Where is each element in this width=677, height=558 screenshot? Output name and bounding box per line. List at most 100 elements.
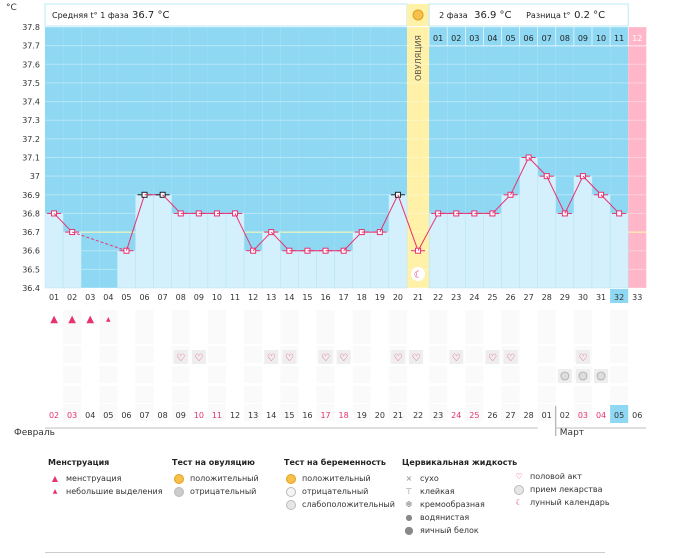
symbol-cell bbox=[316, 404, 335, 421]
symbol-cell bbox=[280, 386, 299, 403]
date-label: 05 bbox=[614, 411, 624, 420]
heart-cell bbox=[173, 350, 188, 364]
date-label: 13 bbox=[248, 411, 258, 420]
temp-line-segment bbox=[252, 231, 272, 252]
phase2-box bbox=[428, 3, 629, 27]
temp-bar bbox=[446, 213, 466, 289]
day-column-bg bbox=[117, 27, 136, 288]
phase2-day-label: 02 bbox=[451, 34, 461, 43]
temp-line-segment bbox=[510, 157, 530, 196]
temp-line-segment bbox=[234, 213, 254, 251]
heart-cell bbox=[449, 350, 464, 364]
symbol-cell bbox=[153, 404, 172, 421]
symbol-cell bbox=[483, 310, 502, 327]
date-label: 28 bbox=[524, 411, 534, 420]
symbol-cell bbox=[99, 404, 118, 421]
symbol-cell bbox=[334, 386, 353, 403]
temp-bar bbox=[537, 175, 557, 289]
temp-bar bbox=[135, 194, 154, 289]
symbol-cell bbox=[298, 310, 317, 327]
temp-line-segment bbox=[162, 194, 182, 214]
temp-bar bbox=[352, 231, 372, 289]
symbol-cell bbox=[45, 310, 64, 327]
x-tick-label: 17 bbox=[339, 293, 349, 302]
symbol-cell bbox=[117, 346, 136, 363]
date-label: 17 bbox=[320, 411, 330, 420]
symbol-cell bbox=[226, 366, 245, 383]
date-label: 27 bbox=[505, 411, 515, 420]
date-label: 10 bbox=[194, 411, 204, 420]
symbol-cell bbox=[189, 310, 208, 327]
symbol-cell bbox=[99, 310, 118, 327]
temp-bar bbox=[280, 250, 299, 289]
symbol-cell bbox=[171, 366, 190, 383]
y-tick-label: 37.5 bbox=[22, 79, 40, 88]
symbol-cell bbox=[298, 404, 317, 421]
symbol-cell bbox=[63, 386, 82, 403]
moon-icon: ☾ bbox=[515, 498, 523, 507]
date-label: 04 bbox=[596, 411, 606, 420]
symbol-cell bbox=[537, 346, 556, 363]
symbol-cell bbox=[153, 327, 172, 344]
divider bbox=[45, 552, 605, 553]
symbol-cell bbox=[171, 386, 190, 403]
symbol-cell bbox=[189, 386, 208, 403]
temp-line-segment bbox=[528, 157, 548, 177]
symbol-cell bbox=[226, 386, 245, 403]
symbol-cell bbox=[370, 366, 389, 383]
symbol-cell bbox=[207, 327, 226, 344]
legend-item: положительный bbox=[302, 474, 371, 483]
symbol-cell bbox=[537, 366, 556, 383]
date-label: 03 bbox=[67, 411, 77, 420]
symbol-cell bbox=[298, 346, 317, 363]
heart-icon: ♡ bbox=[506, 353, 515, 364]
symbol-cell bbox=[465, 366, 484, 383]
menstruation-icon: ▲ bbox=[50, 314, 58, 325]
phase2-day-label: 05 bbox=[505, 34, 515, 43]
symbol-cell bbox=[628, 310, 647, 327]
x-tick-label: 14 bbox=[284, 293, 294, 302]
symbol-cell bbox=[244, 386, 263, 403]
temp-line-segment bbox=[492, 194, 511, 214]
legend-item: водянистая bbox=[420, 513, 470, 522]
symbol-cell bbox=[135, 310, 154, 327]
symbol-cell bbox=[388, 386, 407, 403]
symbol-cell bbox=[628, 386, 647, 403]
symbol-cell bbox=[483, 404, 502, 421]
symbol-cell bbox=[99, 386, 118, 403]
heart-icon: ♡ bbox=[393, 353, 402, 364]
selected-date-bg bbox=[610, 405, 629, 423]
temp-line-segment bbox=[125, 194, 146, 251]
symbol-cell bbox=[407, 327, 430, 344]
x-tick-label: 06 bbox=[139, 293, 149, 302]
symbol-cell bbox=[334, 366, 353, 383]
temp-line-segment bbox=[379, 194, 399, 233]
month-label: Февраль bbox=[14, 428, 55, 438]
legend-item: кремообразная bbox=[420, 500, 485, 509]
symbol-cell bbox=[189, 327, 208, 344]
y-tick-label: 37.1 bbox=[22, 154, 40, 163]
symbol-cell bbox=[135, 327, 154, 344]
legend-other: ♡ половой акт прием лекарства ☾ лунный кал… bbox=[512, 470, 610, 509]
temp-bar bbox=[316, 250, 335, 289]
symbol-cell bbox=[334, 404, 353, 421]
symbol-cell bbox=[63, 404, 82, 421]
light-discharge-icon: ▲ bbox=[52, 488, 58, 495]
legend-item: половой акт bbox=[530, 472, 582, 481]
x-tick-label: 08 bbox=[176, 293, 186, 302]
symbol-cell bbox=[117, 310, 136, 327]
symbol-cell bbox=[262, 386, 281, 403]
temp-line-segment bbox=[546, 175, 566, 214]
x-tick-label: 16 bbox=[320, 293, 330, 302]
symbol-cell bbox=[592, 386, 611, 403]
x-tick-label: 31 bbox=[596, 293, 606, 302]
pill-icon bbox=[578, 371, 588, 381]
legend-item: сухо bbox=[420, 474, 439, 483]
symbol-cell bbox=[388, 404, 407, 421]
heart-icon: ♡ bbox=[339, 353, 348, 364]
symbol-cell bbox=[407, 310, 430, 327]
symbol-cell bbox=[316, 366, 335, 383]
legend-cervical: Цервикальная жидкость × сухо ⊤ клейкая ❆ кр… bbox=[402, 458, 517, 537]
day-column-bg bbox=[298, 27, 317, 288]
symbol-cell bbox=[334, 327, 353, 344]
